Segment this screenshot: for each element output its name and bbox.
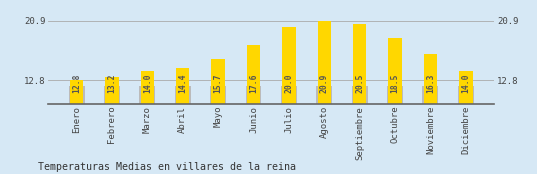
Bar <box>353 24 366 174</box>
Text: 12.8: 12.8 <box>72 74 81 93</box>
Bar <box>388 38 402 174</box>
Bar <box>281 86 297 174</box>
Bar <box>70 80 83 174</box>
Text: 16.3: 16.3 <box>426 74 435 93</box>
Bar <box>459 71 473 174</box>
Bar <box>282 27 295 174</box>
Bar <box>245 86 262 174</box>
Bar <box>423 86 438 174</box>
Bar <box>387 86 403 174</box>
Bar <box>316 86 332 174</box>
Bar <box>458 86 474 174</box>
Text: 20.9: 20.9 <box>320 74 329 93</box>
Bar <box>141 71 154 174</box>
Bar <box>176 68 190 174</box>
Bar <box>104 86 120 174</box>
Bar <box>210 86 226 174</box>
Text: 17.6: 17.6 <box>249 74 258 93</box>
Text: 15.7: 15.7 <box>214 74 223 93</box>
Bar <box>317 21 331 174</box>
Text: 18.5: 18.5 <box>390 74 400 93</box>
Text: 14.0: 14.0 <box>143 74 152 93</box>
Text: Temperaturas Medias en villares de la reina: Temperaturas Medias en villares de la re… <box>38 162 295 172</box>
Bar <box>424 54 437 174</box>
Text: 14.4: 14.4 <box>178 74 187 93</box>
Bar <box>175 86 191 174</box>
Bar <box>69 86 84 174</box>
Bar <box>352 86 368 174</box>
Text: 20.0: 20.0 <box>285 74 293 93</box>
Text: 13.2: 13.2 <box>107 74 117 93</box>
Bar <box>212 59 225 174</box>
Bar <box>247 45 260 174</box>
Bar <box>140 86 155 174</box>
Bar <box>105 77 119 174</box>
Text: 20.5: 20.5 <box>355 74 364 93</box>
Text: 14.0: 14.0 <box>461 74 470 93</box>
